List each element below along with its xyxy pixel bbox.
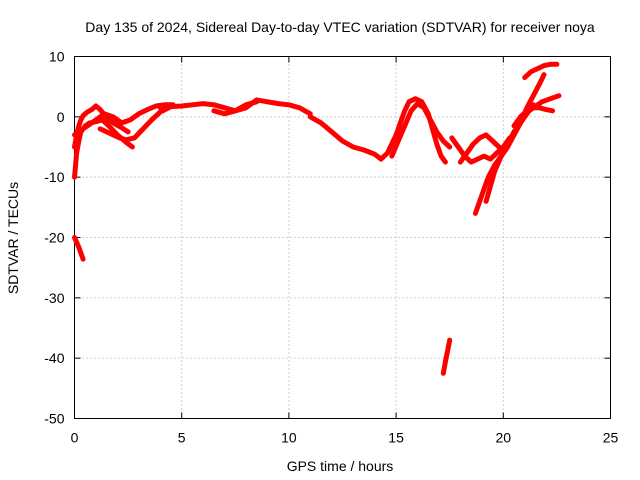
x-tick-label: 5 — [178, 430, 186, 446]
series-arc-1 — [72, 103, 131, 150]
y-tick-label: -10 — [44, 169, 64, 185]
y-tick-label: -30 — [44, 290, 64, 306]
y-tick-label: -40 — [44, 350, 64, 366]
x-tick-label: 20 — [496, 430, 512, 446]
series-arc-7 — [211, 99, 260, 117]
series-arc-14 — [483, 102, 536, 204]
y-axis-label: SDTVAR / TECUs — [5, 182, 21, 294]
axis-ticks: 0 5 10 15 20 25 10 0 -10 -20 -30 -40 -50 — [44, 49, 618, 446]
series-arc-16 — [522, 93, 562, 117]
x-tick-label: 10 — [281, 430, 297, 446]
series-arc-17 — [522, 61, 560, 81]
grid-lines — [74, 56, 611, 419]
x-tick-label: 0 — [71, 430, 79, 446]
series-arc-4 — [97, 105, 172, 143]
y-tick-label: 10 — [49, 49, 65, 65]
series-arc-11 — [449, 135, 513, 165]
x-tick-label: 25 — [603, 430, 619, 446]
series-arc-9 — [389, 101, 453, 159]
y-tick-label: 0 — [57, 109, 65, 125]
series-arc-10 — [440, 337, 453, 376]
series-arc-3 — [72, 102, 176, 138]
data-series — [72, 61, 562, 376]
y-tick-label: -50 — [44, 411, 64, 427]
series-arc-5 — [72, 235, 86, 262]
x-axis-label: GPS time / hours — [287, 458, 394, 474]
series-arc-12 — [457, 132, 502, 165]
chart-title: Day 135 of 2024, Sidereal Day-to-day VTE… — [85, 19, 595, 35]
y-tick-label: -20 — [44, 230, 64, 246]
x-tick-label: 15 — [388, 430, 404, 446]
